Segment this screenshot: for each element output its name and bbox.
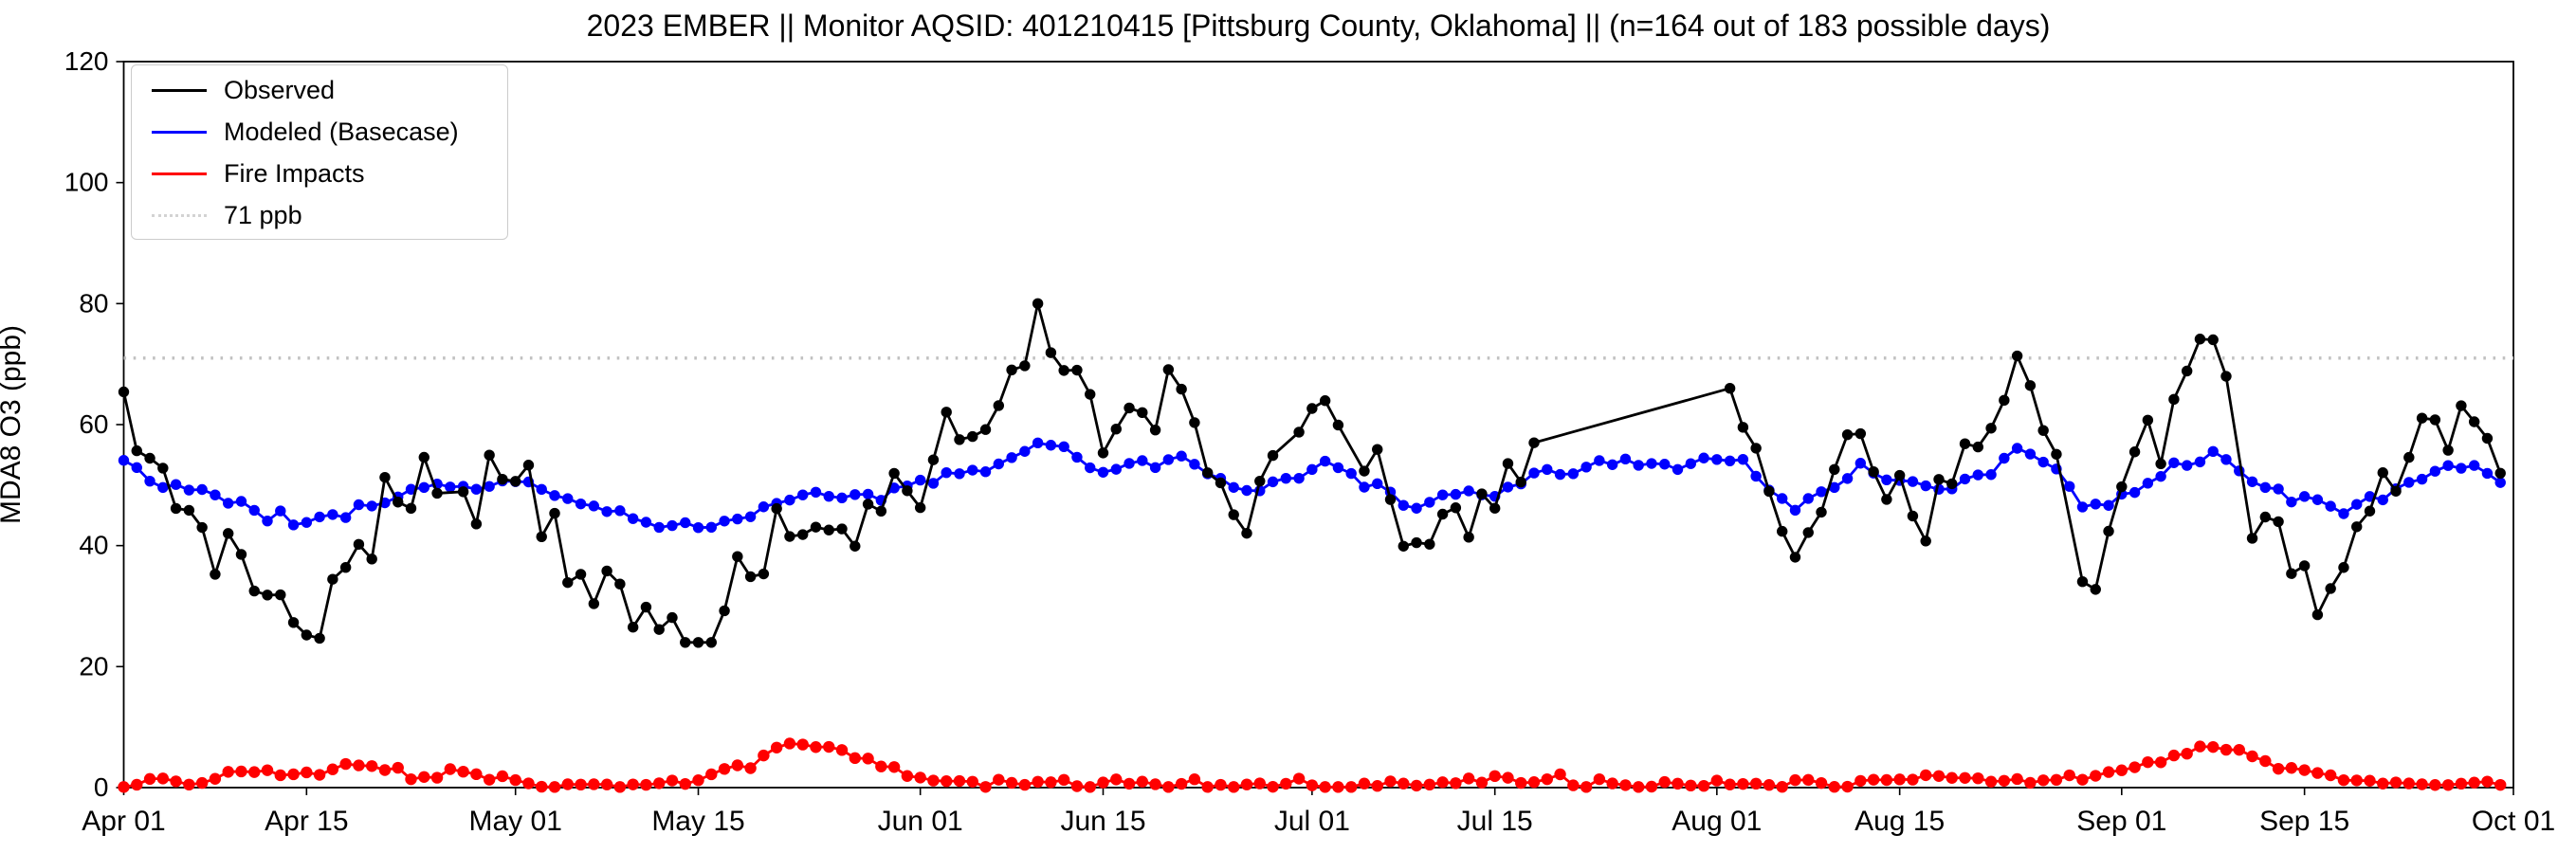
svg-text:Jun 01: Jun 01	[878, 806, 963, 837]
svg-text:20: 20	[79, 651, 108, 681]
svg-text:May 01: May 01	[469, 806, 562, 837]
svg-text:100: 100	[64, 168, 109, 197]
svg-text:Apr 15: Apr 15	[265, 806, 348, 837]
svg-text:Sep 15: Sep 15	[2259, 806, 2349, 837]
svg-text:Jun 15: Jun 15	[1060, 806, 1145, 837]
svg-text:0: 0	[94, 772, 109, 802]
svg-text:May 15: May 15	[651, 806, 744, 837]
svg-text:120: 120	[64, 46, 109, 76]
svg-text:Jul 01: Jul 01	[1274, 806, 1350, 837]
svg-text:Aug 15: Aug 15	[1854, 806, 1945, 837]
svg-text:Jul 15: Jul 15	[1457, 806, 1533, 837]
svg-text:60: 60	[79, 409, 108, 439]
svg-text:Oct 01: Oct 01	[2472, 806, 2555, 837]
svg-text:Aug 01: Aug 01	[1672, 806, 1762, 837]
svg-text:Sep 01: Sep 01	[2076, 806, 2166, 837]
svg-text:40: 40	[79, 531, 108, 560]
svg-text:80: 80	[79, 288, 108, 318]
svg-text:Apr 01: Apr 01	[82, 806, 165, 837]
